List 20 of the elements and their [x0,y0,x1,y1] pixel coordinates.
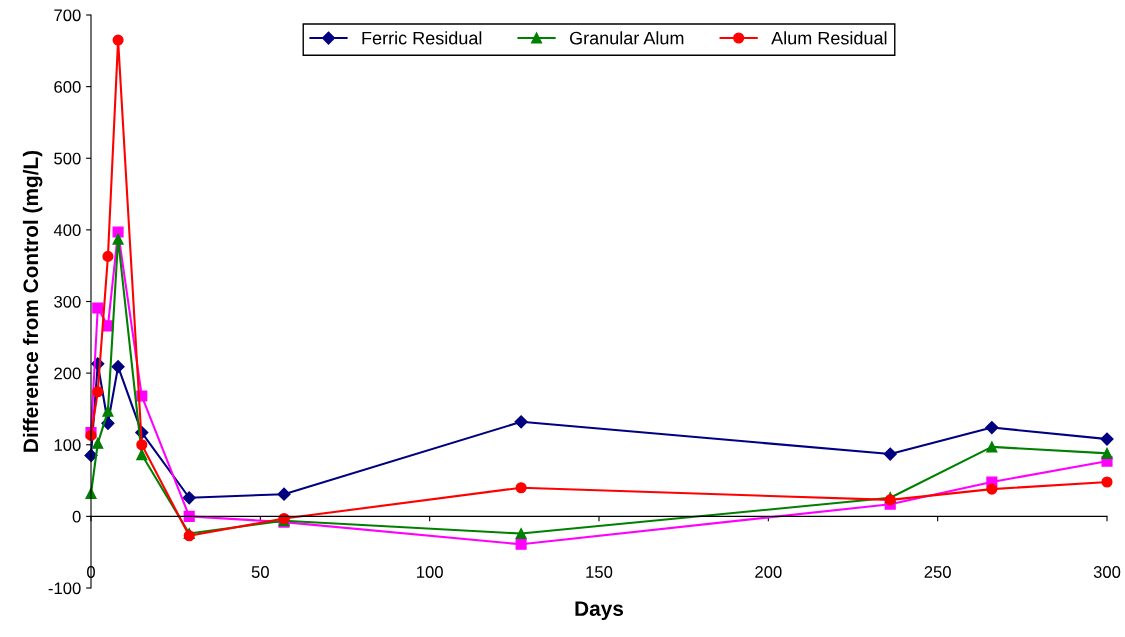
x-tick-label: 150 [586,566,613,578]
y-tick-label: 100 [54,439,81,451]
x-tick-label: 50 [251,566,269,578]
x-tick-label: 300 [1093,566,1121,578]
y-tick-label: 700 [54,9,81,22]
y-tick-label: 600 [54,81,81,93]
legend-label: Alum Residual [771,31,887,45]
legend-label: Ferric Residual [362,31,482,45]
y-tick-label: 0 [72,510,81,523]
y-tick-label: 500 [54,152,81,165]
y-tick-label: 300 [54,295,81,308]
x-tick-label: 200 [755,566,782,578]
legend-label: Granular Alum [569,31,684,45]
x-axis-title: Days [575,601,624,621]
x-tick-label: 250 [924,566,951,578]
y-axis-title: Difference from Control (mg/L) [22,150,43,452]
y-tick-label: -100 [48,582,81,595]
y-tick-label: 200 [54,367,81,380]
x-tick-label: 100 [417,566,443,578]
y-tick-label: 400 [53,224,81,237]
